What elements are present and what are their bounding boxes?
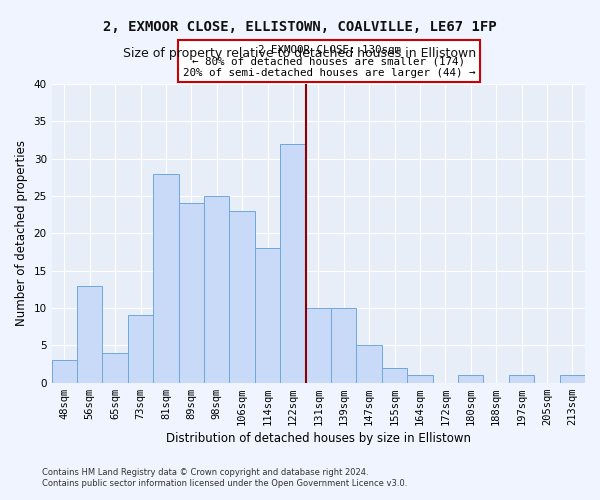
Bar bbox=[229, 211, 255, 382]
X-axis label: Distribution of detached houses by size in Ellistown: Distribution of detached houses by size … bbox=[166, 432, 471, 445]
Bar bbox=[280, 144, 305, 382]
Bar bbox=[153, 174, 179, 382]
Bar bbox=[179, 204, 204, 382]
Bar bbox=[331, 308, 356, 382]
Bar bbox=[77, 286, 103, 382]
Bar bbox=[128, 316, 153, 382]
Bar bbox=[509, 375, 534, 382]
Bar bbox=[255, 248, 280, 382]
Text: 2, EXMOOR CLOSE, ELLISTOWN, COALVILLE, LE67 1FP: 2, EXMOOR CLOSE, ELLISTOWN, COALVILLE, L… bbox=[103, 20, 497, 34]
Bar bbox=[382, 368, 407, 382]
Text: 2 EXMOOR CLOSE: 130sqm
← 80% of detached houses are smaller (174)
20% of semi-de: 2 EXMOOR CLOSE: 130sqm ← 80% of detached… bbox=[183, 45, 475, 78]
Bar bbox=[458, 375, 484, 382]
Text: Size of property relative to detached houses in Ellistown: Size of property relative to detached ho… bbox=[124, 48, 476, 60]
Bar bbox=[103, 353, 128, 382]
Bar bbox=[356, 346, 382, 383]
Bar bbox=[204, 196, 229, 382]
Text: Contains HM Land Registry data © Crown copyright and database right 2024.
Contai: Contains HM Land Registry data © Crown c… bbox=[42, 468, 407, 487]
Bar bbox=[407, 375, 433, 382]
Bar bbox=[305, 308, 331, 382]
Bar bbox=[52, 360, 77, 382]
Bar bbox=[560, 375, 585, 382]
Y-axis label: Number of detached properties: Number of detached properties bbox=[15, 140, 28, 326]
